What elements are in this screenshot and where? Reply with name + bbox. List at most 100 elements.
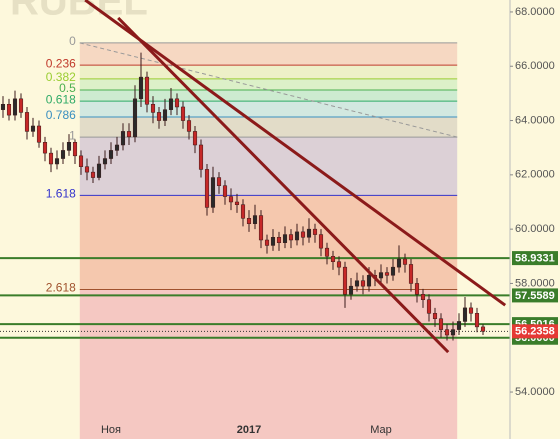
candle-body: [324, 247, 330, 257]
candle-body: [138, 76, 144, 100]
candle-body: [24, 112, 30, 132]
trendline: [84, 0, 507, 307]
candle-body: [336, 261, 342, 268]
candle-body: [30, 125, 36, 132]
candle-body: [144, 76, 150, 105]
fib-label: 0.5: [59, 81, 76, 95]
candle-body: [150, 104, 156, 113]
y-tick-label: 64.0000: [515, 114, 555, 126]
price-level-label-box: [512, 288, 558, 303]
fib-trend: [79, 42, 458, 138]
candle-body: [330, 256, 336, 262]
candle-body: [258, 215, 264, 241]
candle-body: [396, 258, 402, 268]
candle-body: [114, 144, 120, 151]
candle-body: [72, 142, 78, 157]
candle-body: [312, 228, 318, 235]
candle-body: [96, 163, 102, 178]
candle-body: [0, 104, 6, 110]
candle-body: [306, 228, 312, 238]
x-tick-label: Ноя: [101, 424, 121, 436]
candle-body: [162, 109, 168, 121]
watermark: RUBEL: [10, 0, 148, 24]
candle-body: [126, 131, 132, 138]
fib-band: [79, 90, 458, 102]
candle-body: [192, 131, 198, 146]
y-tick-label: 68.0000: [515, 6, 555, 18]
candle-body: [318, 234, 324, 249]
axis-area: [510, 0, 560, 439]
candle-body: [204, 169, 210, 208]
candle-body: [132, 98, 138, 138]
candle-body: [156, 112, 162, 121]
candle-body: [6, 104, 12, 116]
fib-label: 0.786: [46, 108, 76, 122]
fib-label: 1: [69, 128, 76, 142]
fib-label: 1.618: [46, 186, 76, 200]
candle-body: [426, 299, 432, 314]
candle-body: [384, 272, 390, 276]
y-tick-label: 66.0000: [515, 60, 555, 72]
candle-body: [216, 177, 222, 186]
candle-body: [78, 155, 84, 167]
fib-band: [79, 101, 458, 117]
candle-body: [270, 237, 276, 246]
fib-label: 2.618: [46, 281, 76, 295]
candle-body: [60, 150, 66, 159]
candle-body: [90, 171, 96, 178]
candle-body: [12, 98, 18, 116]
candle-body: [36, 125, 42, 143]
candle-body: [210, 177, 216, 208]
fib-band: [79, 116, 458, 138]
candle-body: [120, 131, 126, 146]
candle-body: [414, 283, 420, 295]
candle-body: [84, 166, 90, 173]
candle-body: [354, 280, 360, 287]
fib-band: [79, 289, 458, 439]
candle-body: [462, 307, 468, 322]
candle-body: [432, 313, 438, 319]
candle-body: [444, 329, 450, 336]
candle-body: [180, 106, 186, 121]
candle-body: [288, 234, 294, 241]
candle-body: [468, 307, 474, 314]
candle-body: [246, 218, 252, 224]
candle-body: [282, 234, 288, 243]
candle-body: [360, 280, 366, 287]
price-level-label-box: [512, 251, 558, 266]
y-tick-label: 54.0000: [515, 386, 555, 398]
y-tick-label: 60.0000: [515, 223, 555, 235]
candle-body: [168, 98, 174, 110]
candle-body: [438, 318, 444, 330]
candle-body: [42, 142, 48, 154]
candle-body: [456, 321, 462, 330]
y-tick-label: 62.0000: [515, 169, 555, 181]
candle-body: [198, 144, 204, 170]
x-tick-label: Мар: [370, 424, 392, 436]
candle-body: [234, 201, 240, 205]
candle-body: [294, 231, 300, 241]
candle-body: [264, 239, 270, 246]
candle-body: [102, 158, 108, 165]
candle-body: [54, 158, 60, 165]
fib-band: [79, 42, 458, 66]
candle-body: [450, 329, 456, 336]
fib-band: [79, 137, 458, 196]
fib-label: 0.382: [46, 70, 76, 84]
candle-body: [474, 313, 480, 328]
x-tick-label: 2017: [237, 424, 261, 436]
candle-body: [108, 150, 114, 159]
trendline: [117, 16, 450, 354]
y-tick-label: 58.0000: [515, 277, 555, 289]
candle-body: [186, 120, 192, 132]
last-price-label: 56.2358: [515, 326, 555, 338]
price-level-label: 58.9331: [515, 253, 555, 265]
candle-body: [276, 237, 282, 243]
fib-label: 0.618: [46, 92, 76, 106]
candle-body: [48, 152, 54, 165]
candle-body: [222, 185, 228, 197]
candle-body: [408, 264, 414, 284]
candle-body: [342, 266, 348, 295]
